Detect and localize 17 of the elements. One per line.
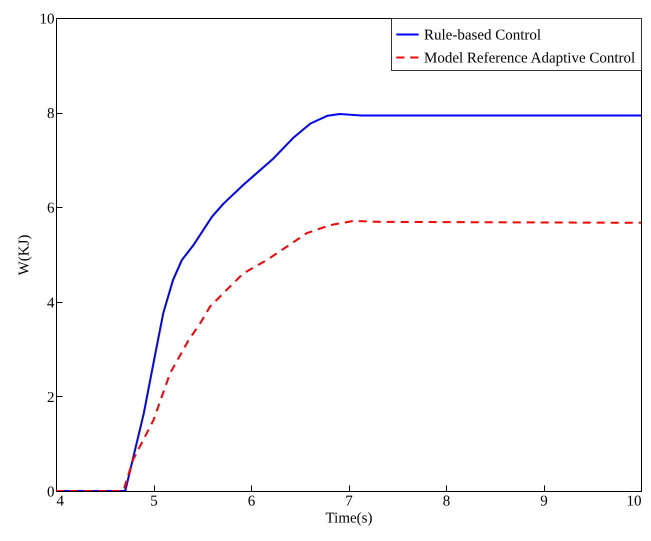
y-tick-label: 0	[47, 484, 54, 500]
line-series	[56, 220, 641, 491]
y-tick-label: 10	[40, 12, 54, 28]
y-tick-label: 8	[47, 106, 54, 122]
y-tick-label: 4	[47, 295, 55, 312]
x-tick-label: 10	[626, 494, 642, 510]
legend-label: Model Reference Adaptive Control	[424, 50, 636, 66]
x-tick-label: 5	[150, 494, 158, 510]
legend-label: Rule-based Control	[424, 28, 542, 44]
x-tick-label: 9	[540, 494, 548, 510]
x-tick-label: 6	[248, 494, 256, 510]
y-tick-label: 2	[47, 390, 54, 406]
x-tick-label: 7	[345, 494, 354, 510]
y-tick-label: 6	[47, 200, 55, 217]
y-axis-title: W(KJ)	[16, 234, 32, 276]
x-tick-label: 8	[442, 494, 450, 510]
x-axis-title: Time(s)	[326, 510, 372, 526]
